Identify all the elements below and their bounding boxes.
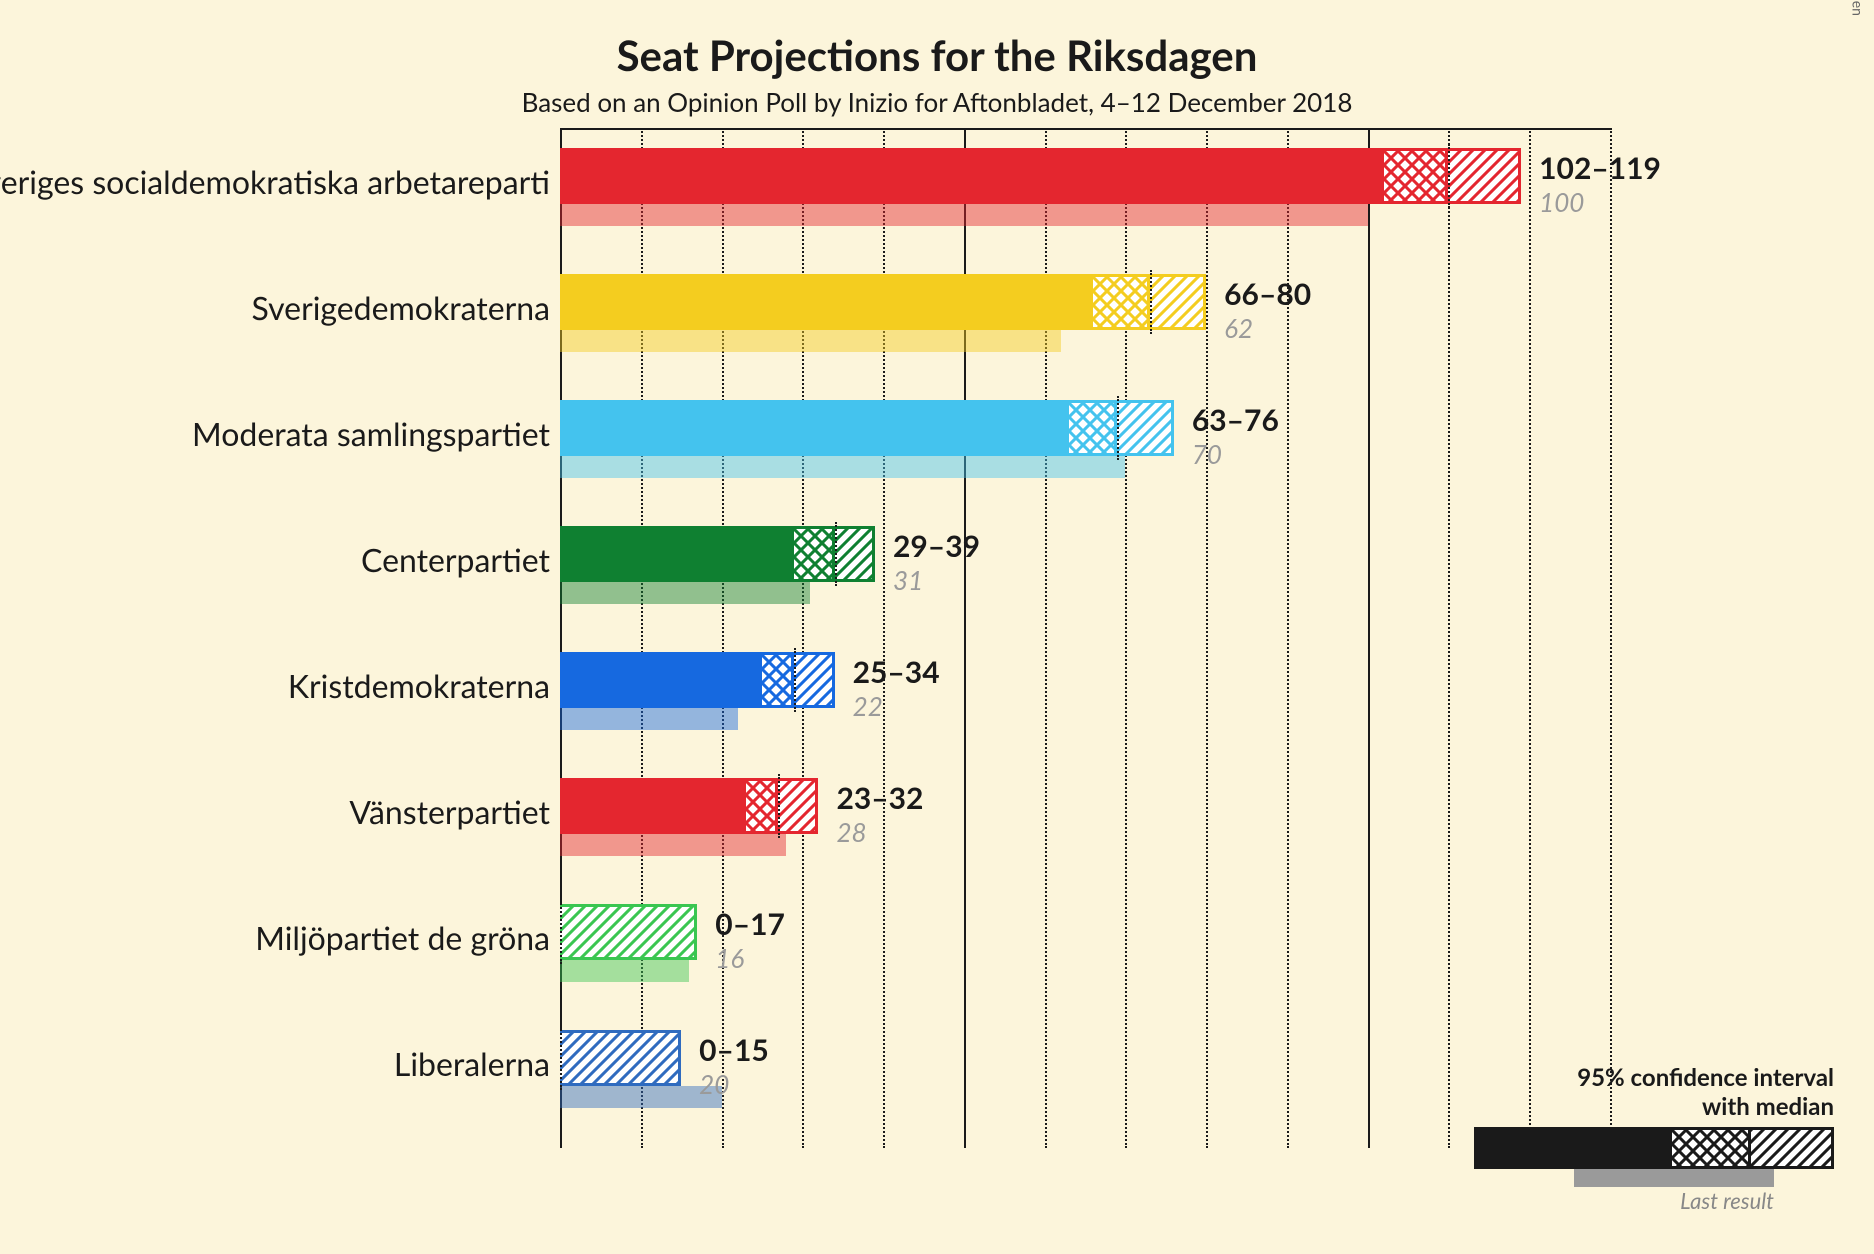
projection-bar — [560, 526, 875, 582]
median-tick — [778, 774, 780, 838]
last-result-label: 22 — [853, 690, 883, 722]
range-label: 0–17 — [715, 906, 785, 942]
legend-ci-label: 95% confidence interval — [1474, 1063, 1834, 1092]
bar-median-segment — [1384, 148, 1449, 204]
range-label: 25–34 — [853, 654, 940, 690]
party-label: Miljöpartiet de gröna — [255, 918, 550, 957]
bar-median-segment — [1093, 274, 1150, 330]
bar-low-segment — [560, 400, 1069, 456]
bar-high-segment — [794, 652, 834, 708]
range-label: 66–80 — [1224, 276, 1311, 312]
legend-cross — [1672, 1127, 1751, 1169]
last-result-label: 100 — [1539, 186, 1584, 218]
bar-low-segment — [560, 148, 1384, 204]
last-result-bar — [560, 204, 1368, 226]
bar-high-segment — [1448, 148, 1521, 204]
chart-subtitle: Based on an Opinion Poll by Inizio for A… — [0, 86, 1874, 118]
projection-bar — [560, 148, 1521, 204]
axis-top-line — [560, 128, 1610, 130]
bar-high-segment — [1150, 274, 1207, 330]
party-row: Sverigedemokraterna 66–8062 — [0, 262, 1874, 388]
median-tick — [1448, 144, 1450, 208]
legend-solid — [1474, 1127, 1672, 1169]
range-label: 29–39 — [893, 528, 980, 564]
median-tick — [1117, 396, 1119, 460]
bar-median-segment — [746, 778, 778, 834]
legend-last-label: Last result — [1474, 1187, 1774, 1214]
last-result-label: 28 — [836, 816, 866, 848]
last-result-bar — [560, 834, 786, 856]
party-row: Miljöpartiet de gröna 0–1716 — [0, 892, 1874, 1018]
bar-low-segment — [560, 526, 794, 582]
party-label: Kristdemokraterna — [288, 666, 550, 705]
last-result-label: 20 — [699, 1068, 729, 1100]
legend-last-bar — [1574, 1169, 1774, 1187]
bar-median-segment — [794, 526, 834, 582]
last-result-bar — [560, 582, 810, 604]
bar-median-segment — [1069, 400, 1117, 456]
last-result-bar — [560, 456, 1125, 478]
range-label: 23–32 — [836, 780, 923, 816]
projection-bar — [560, 400, 1174, 456]
median-tick — [835, 522, 837, 586]
last-result-label: 31 — [893, 564, 923, 596]
party-row: Sveriges socialdemokratiska arbetarepart… — [0, 136, 1874, 262]
legend-hatch — [1751, 1127, 1834, 1169]
range-label: 0–15 — [699, 1032, 769, 1068]
bar-high-segment — [560, 904, 697, 960]
party-label: Vänsterpartiet — [349, 792, 550, 831]
range-label: 102–119 — [1539, 150, 1661, 186]
party-label: Centerpartiet — [361, 540, 550, 579]
range-label: 63–76 — [1192, 402, 1279, 438]
party-row: Centerpartiet 29–3931 — [0, 514, 1874, 640]
bar-high-segment — [778, 778, 818, 834]
party-label: Sverigedemokraterna — [252, 288, 550, 327]
last-result-bar — [560, 708, 738, 730]
median-tick — [560, 1026, 562, 1090]
bar-high-segment — [560, 1030, 681, 1086]
bar-high-segment — [835, 526, 875, 582]
legend: 95% confidence interval with median Last… — [1474, 1063, 1834, 1214]
bar-high-segment — [1117, 400, 1174, 456]
median-tick — [560, 900, 562, 964]
projection-bar — [560, 1030, 681, 1086]
legend-ci-bar — [1474, 1127, 1834, 1169]
copyright-text: © 2020 Filip van Laenen — [1849, 0, 1866, 16]
bar-median-segment — [762, 652, 794, 708]
bar-low-segment — [560, 274, 1093, 330]
projection-bar — [560, 904, 697, 960]
median-tick — [1150, 270, 1152, 334]
party-row: Kristdemokraterna 25–3422 — [0, 640, 1874, 766]
party-label: Moderata samlingspartiet — [192, 414, 550, 453]
last-result-label: 70 — [1192, 438, 1222, 470]
party-label: Liberalerna — [394, 1044, 550, 1083]
chart-area: Sveriges socialdemokratiska arbetarepart… — [0, 128, 1874, 1148]
chart-title: Seat Projections for the Riksdagen — [0, 0, 1874, 80]
last-result-bar — [560, 330, 1061, 352]
last-result-label: 62 — [1224, 312, 1253, 344]
party-row: Moderata samlingspartiet 63–7670 — [0, 388, 1874, 514]
last-result-bar — [560, 960, 689, 982]
last-result-bar — [560, 1086, 722, 1108]
median-tick — [794, 648, 796, 712]
legend-median-label: with median — [1474, 1092, 1834, 1121]
projection-bar — [560, 274, 1206, 330]
last-result-label: 16 — [715, 942, 744, 974]
party-label: Sveriges socialdemokratiska arbetarepart… — [0, 162, 550, 201]
bar-low-segment — [560, 652, 762, 708]
bar-low-segment — [560, 778, 746, 834]
party-row: Vänsterpartiet 23–3228 — [0, 766, 1874, 892]
